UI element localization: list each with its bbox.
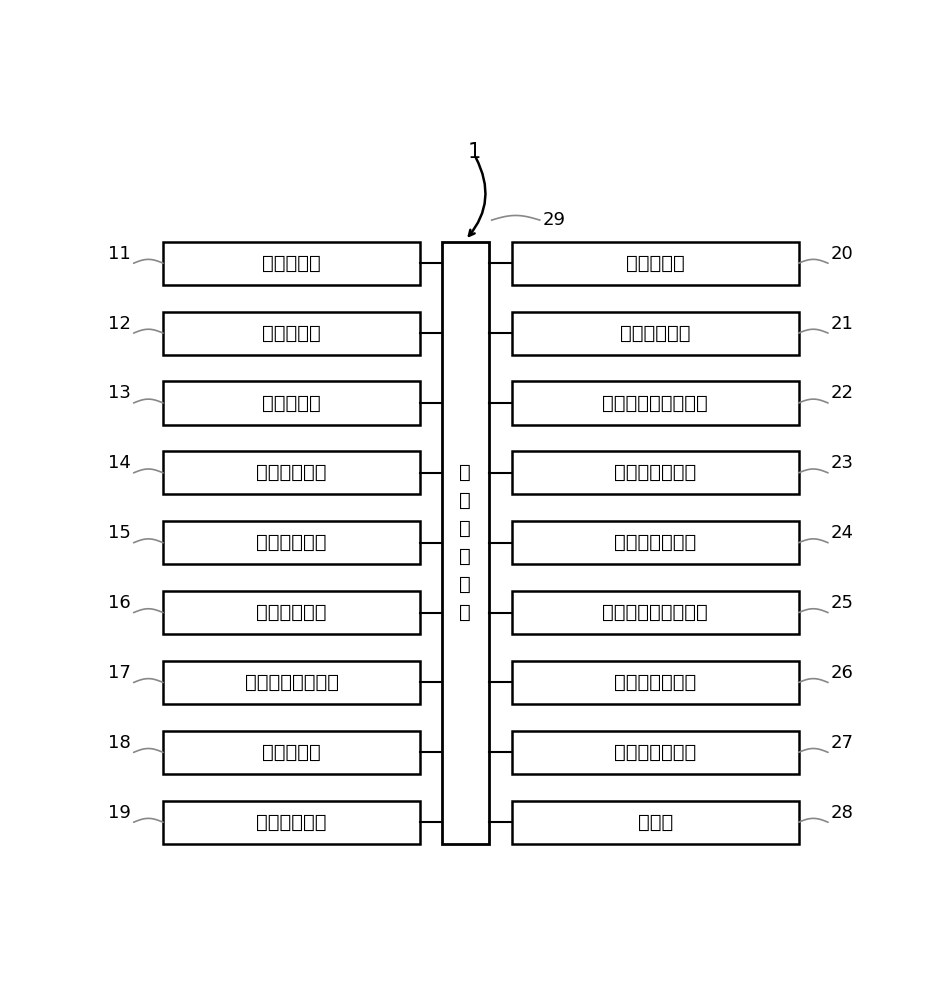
Text: 13: 13: [108, 384, 130, 402]
Text: 声音流判断部: 声音流判断部: [256, 813, 327, 832]
Bar: [163, 591, 420, 634]
Text: 21: 21: [830, 315, 853, 333]
Text: 20: 20: [830, 245, 853, 263]
Text: 音频块存储部: 音频块存储部: [619, 324, 690, 343]
Text: 27: 27: [830, 734, 853, 752]
Bar: [163, 801, 420, 844]
Bar: [512, 451, 798, 494]
Text: 识别请求文件处理部: 识别请求文件处理部: [601, 393, 707, 412]
Bar: [512, 731, 798, 774]
Text: 画面存储部: 画面存储部: [262, 254, 321, 273]
Text: 识别结果获取部: 识别结果获取部: [614, 533, 696, 552]
Text: 19: 19: [108, 804, 130, 822]
Bar: [512, 521, 798, 564]
Text: 23: 23: [830, 454, 853, 472]
Text: 翻译请求文件处理部: 翻译请求文件处理部: [601, 603, 707, 622]
Bar: [163, 521, 420, 564]
Text: 声音流分块部: 声音流分块部: [256, 533, 327, 552]
Text: 通信部: 通信部: [637, 813, 672, 832]
Text: 16: 16: [108, 594, 130, 612]
Text: 留白判断部: 留白判断部: [625, 254, 683, 273]
Text: 输入显示部: 输入显示部: [262, 324, 321, 343]
Bar: [442, 242, 488, 844]
Bar: [163, 312, 420, 355]
Text: 1: 1: [467, 142, 480, 162]
Text: 翻译请求交互部: 翻译请求交互部: [614, 673, 696, 692]
Bar: [163, 451, 420, 494]
Text: 12: 12: [108, 315, 130, 333]
Text: 29: 29: [542, 211, 565, 229]
Text: 25: 25: [830, 594, 853, 612]
Bar: [512, 801, 798, 844]
Text: 26: 26: [830, 664, 853, 682]
Text: 获取控制部: 获取控制部: [262, 393, 321, 412]
Bar: [163, 242, 420, 285]
Text: 音频块缓存部: 音频块缓存部: [256, 603, 327, 622]
Bar: [163, 661, 420, 704]
Text: 识别请求交互部: 识别请求交互部: [614, 463, 696, 482]
Text: 14: 14: [108, 454, 130, 472]
Text: 11: 11: [108, 245, 130, 263]
Bar: [163, 381, 420, 425]
Bar: [512, 591, 798, 634]
Text: 15: 15: [108, 524, 130, 542]
Bar: [512, 242, 798, 285]
Text: 音频块缓存控制部: 音频块缓存控制部: [244, 673, 338, 692]
Bar: [512, 312, 798, 355]
Text: 17: 17: [108, 664, 130, 682]
Bar: [163, 731, 420, 774]
Bar: [512, 381, 798, 425]
Text: 18: 18: [108, 734, 130, 752]
Text: 噪音筛选部: 噪音筛选部: [262, 743, 321, 762]
Text: 声音流获取部: 声音流获取部: [256, 463, 327, 482]
Text: 24: 24: [830, 524, 853, 542]
Text: 28: 28: [830, 804, 853, 822]
Bar: [512, 661, 798, 704]
Text: 22: 22: [830, 384, 853, 402]
Text: 设
计
侧
控
制
部: 设 计 侧 控 制 部: [459, 463, 471, 622]
Text: 翻译结果获取部: 翻译结果获取部: [614, 743, 696, 762]
